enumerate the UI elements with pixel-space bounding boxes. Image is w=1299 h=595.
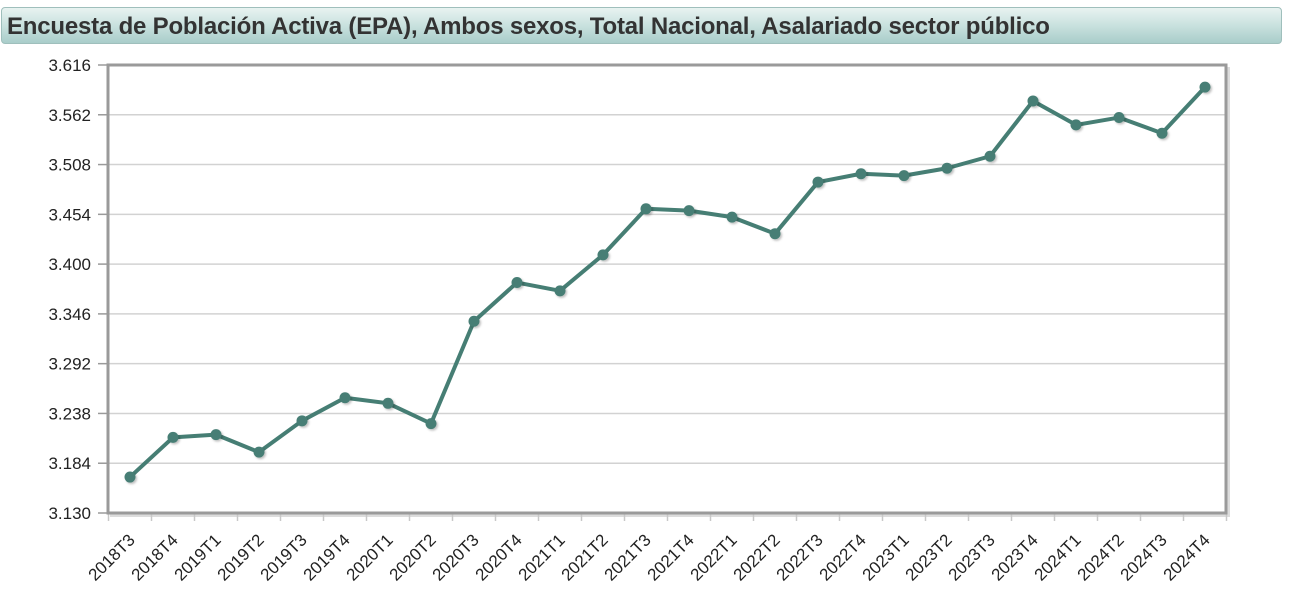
chart-title: Encuesta de Población Activa (EPA), Ambo… (7, 13, 1050, 40)
data-point[interactable] (1156, 127, 1168, 139)
x-axis: 2018T32018T42019T12019T22019T32019T42020… (85, 513, 1228, 585)
x-tick-label: 2023T4 (988, 530, 1042, 584)
data-point[interactable] (597, 249, 609, 261)
data-point[interactable] (1070, 119, 1082, 131)
x-tick-label: 2021T1 (515, 530, 569, 584)
x-tick-label: 2021T3 (601, 530, 655, 584)
y-tick-label: 3.238 (48, 404, 91, 423)
x-tick-label: 2023T3 (945, 530, 999, 584)
y-tick-label: 3.184 (48, 454, 91, 473)
data-point[interactable] (769, 228, 781, 240)
x-tick-label: 2022T4 (816, 530, 870, 584)
x-tick-label: 2024T3 (1117, 530, 1171, 584)
data-point[interactable] (640, 203, 652, 215)
y-axis: 3.616 3.562 3.508 3.454 3.400 3.346 3.292 3.238… (48, 56, 108, 523)
data-point[interactable] (984, 150, 996, 162)
x-tick-label: 2021T2 (558, 530, 612, 584)
x-tick-label: 2020T1 (343, 530, 397, 584)
data-point[interactable] (1027, 95, 1039, 107)
x-tick-label: 2024T2 (1074, 530, 1128, 584)
y-tick-label: 3.562 (48, 106, 91, 125)
x-tick-label: 2019T1 (171, 530, 225, 584)
y-tick-label: 3.292 (48, 355, 91, 374)
x-tick-label: 2019T4 (300, 530, 354, 584)
data-point[interactable] (124, 471, 136, 483)
y-tick-label: 3.346 (48, 305, 91, 324)
chart-title-bar: Encuesta de Población Activa (EPA), Ambo… (1, 7, 1282, 44)
x-tick-label: 2018T4 (128, 530, 182, 584)
data-point[interactable] (941, 162, 953, 174)
x-tick-label: 2020T3 (429, 530, 483, 584)
x-tick-label: 2019T3 (257, 530, 311, 584)
gridlines (108, 114, 1226, 464)
x-tick-label: 2024T4 (1160, 530, 1214, 584)
data-point[interactable] (1113, 112, 1125, 124)
data-point[interactable] (339, 392, 351, 404)
data-point[interactable] (382, 397, 394, 409)
data-point[interactable] (683, 205, 695, 217)
plot-frame-shadow (110, 67, 1230, 517)
y-tick-label: 3.616 (48, 56, 91, 75)
data-point[interactable] (726, 211, 738, 223)
data-point[interactable] (296, 415, 308, 427)
plot-frame (106, 63, 1228, 515)
data-point[interactable] (167, 431, 179, 443)
data-point[interactable] (511, 277, 523, 289)
data-point[interactable] (1199, 81, 1211, 93)
x-tick-label: 2018T3 (85, 530, 139, 584)
y-tick-label: 3.400 (48, 255, 91, 274)
x-tick-label: 2022T2 (730, 530, 784, 584)
data-point[interactable] (425, 418, 437, 430)
data-series (124, 81, 1211, 483)
y-tick-label: 3.130 (48, 504, 91, 523)
data-point[interactable] (210, 429, 222, 441)
x-tick-label: 2023T1 (859, 530, 913, 584)
y-tick-label: 3.454 (48, 205, 91, 224)
data-point[interactable] (812, 176, 824, 188)
x-tick-label: 2019T2 (214, 530, 268, 584)
x-tick-label: 2021T4 (644, 530, 698, 584)
x-tick-label: 2020T2 (386, 530, 440, 584)
y-tick-label: 3.508 (48, 156, 91, 175)
data-point[interactable] (253, 446, 265, 458)
data-point[interactable] (898, 170, 910, 182)
x-tick-label: 2022T3 (773, 530, 827, 584)
x-tick-label: 2020T4 (472, 530, 526, 584)
x-tick-label: 2023T2 (902, 530, 956, 584)
data-point[interactable] (855, 168, 867, 180)
x-tick-label: 2022T1 (687, 530, 741, 584)
x-tick-label: 2024T1 (1031, 530, 1085, 584)
data-point[interactable] (468, 315, 480, 327)
data-point[interactable] (554, 285, 566, 297)
